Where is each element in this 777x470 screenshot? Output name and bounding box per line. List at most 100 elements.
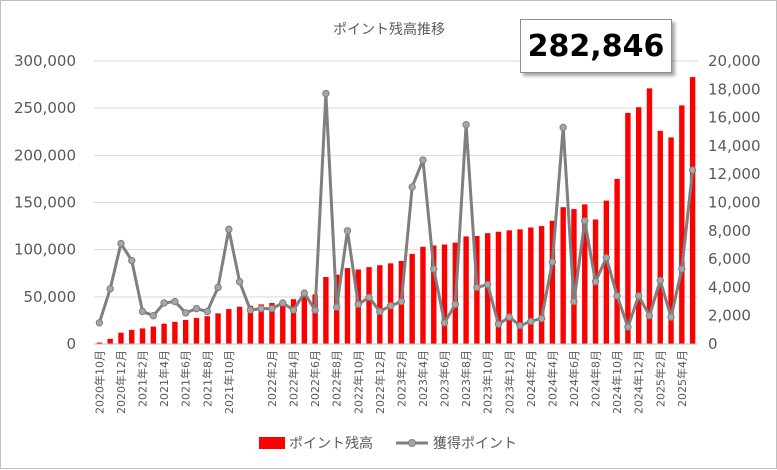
bar	[549, 220, 556, 344]
bar	[161, 323, 167, 344]
bar	[420, 246, 426, 344]
line-point	[95, 319, 104, 327]
left-axis-tick-label: 250,000	[14, 99, 76, 117]
line-point	[537, 314, 546, 323]
total-points-value: 282,846	[527, 28, 665, 64]
bar	[517, 229, 523, 344]
x-axis-tick-label: 2023年10月	[481, 350, 495, 414]
bar	[107, 338, 113, 344]
line-point	[149, 312, 158, 320]
bar	[301, 296, 308, 344]
line-point	[656, 276, 664, 285]
x-axis-tick-label: 2024年10月	[610, 350, 624, 414]
line-point	[419, 156, 427, 164]
line-point	[559, 123, 567, 132]
line-point	[505, 313, 513, 321]
bar	[236, 306, 243, 344]
bar	[139, 328, 146, 344]
x-axis-tick-label: 2024年4月	[545, 350, 559, 407]
x-axis-tick-label: 2022年12月	[373, 350, 387, 414]
bar	[226, 309, 232, 344]
chart-title: ポイント残高推移	[333, 21, 445, 38]
line-point	[203, 307, 211, 316]
line-point	[624, 323, 632, 331]
bar	[571, 209, 577, 344]
line-point	[322, 89, 330, 98]
line-point	[332, 303, 341, 311]
bar	[625, 112, 631, 344]
x-axis-tick-label: 2025年2月	[653, 350, 667, 407]
bar	[441, 244, 448, 344]
bar-series	[96, 77, 696, 345]
bar	[118, 332, 124, 344]
line-point	[548, 258, 557, 266]
right-axis-tick-label: 10,000	[708, 194, 761, 212]
bar	[323, 277, 329, 344]
bar	[269, 302, 275, 344]
bar	[528, 227, 534, 344]
line-point	[246, 306, 255, 314]
x-axis-tick-label: 2023年8月	[459, 350, 473, 407]
bar	[635, 107, 642, 345]
line-point	[171, 297, 179, 306]
bar	[258, 304, 264, 344]
x-axis-tick-label: 2022年4月	[287, 350, 301, 407]
line-point	[225, 225, 233, 234]
x-axis-tick-label: 2021年4月	[157, 350, 171, 407]
bar	[172, 321, 178, 344]
left-axis-tick-label: 150,000	[14, 194, 76, 212]
x-axis-tick-label: 2021年2月	[136, 350, 150, 407]
line-point	[235, 278, 244, 286]
legend-bar-swatch	[259, 437, 285, 449]
bar	[366, 267, 372, 344]
legend-bar-label: ポイント残高	[289, 435, 373, 452]
bar	[182, 319, 189, 344]
bar	[290, 299, 297, 344]
line-point	[430, 265, 438, 273]
right-axis-tick-label: 18,000	[708, 80, 761, 98]
line-point	[591, 278, 600, 286]
bar	[646, 88, 653, 345]
left-axis-tick-label: 50,000	[24, 288, 77, 306]
line-point	[516, 321, 524, 330]
line-point	[483, 280, 492, 289]
bar	[560, 207, 566, 344]
line-point	[376, 307, 384, 316]
line-point	[397, 297, 406, 306]
x-axis-tick-label: 2021年10月	[222, 350, 236, 414]
bar	[377, 265, 383, 344]
line-point	[279, 299, 287, 307]
line-point	[300, 289, 309, 297]
line-point	[311, 306, 319, 314]
right-axis-tick-label: 20,000	[708, 52, 761, 70]
right-axis-tick-label: 12,000	[708, 165, 761, 183]
bar	[204, 316, 210, 344]
bar	[312, 294, 318, 344]
bar	[280, 301, 286, 344]
line-path	[97, 92, 695, 329]
line-point	[570, 297, 578, 306]
line-point	[257, 304, 265, 313]
right-axis-tick-label: 2,000	[708, 307, 751, 325]
line-point	[214, 283, 222, 292]
x-axis-tick-label: 2023年2月	[394, 350, 408, 407]
line-point	[117, 239, 125, 248]
right-axis-tick-label: 16,000	[708, 109, 761, 127]
left-axis: 0 50,000 100,000 150,000 200,000 250,000 300,0…	[14, 52, 76, 353]
legend: ポイント残高 獲得ポイント	[259, 435, 517, 452]
left-axis-tick-label: 0	[66, 335, 76, 353]
bar	[506, 230, 512, 344]
bar	[129, 329, 135, 344]
line-point	[289, 306, 298, 314]
line-point	[192, 304, 201, 313]
line-series	[95, 89, 697, 331]
bar	[409, 253, 415, 344]
bar	[538, 226, 545, 344]
total-points-box: 282,846	[520, 19, 672, 73]
bar	[344, 268, 351, 344]
x-axis-tick-label: 2023年6月	[438, 350, 452, 407]
line-point	[365, 293, 373, 302]
right-axis-tick-label: 0	[708, 335, 718, 353]
line-point	[106, 285, 114, 293]
